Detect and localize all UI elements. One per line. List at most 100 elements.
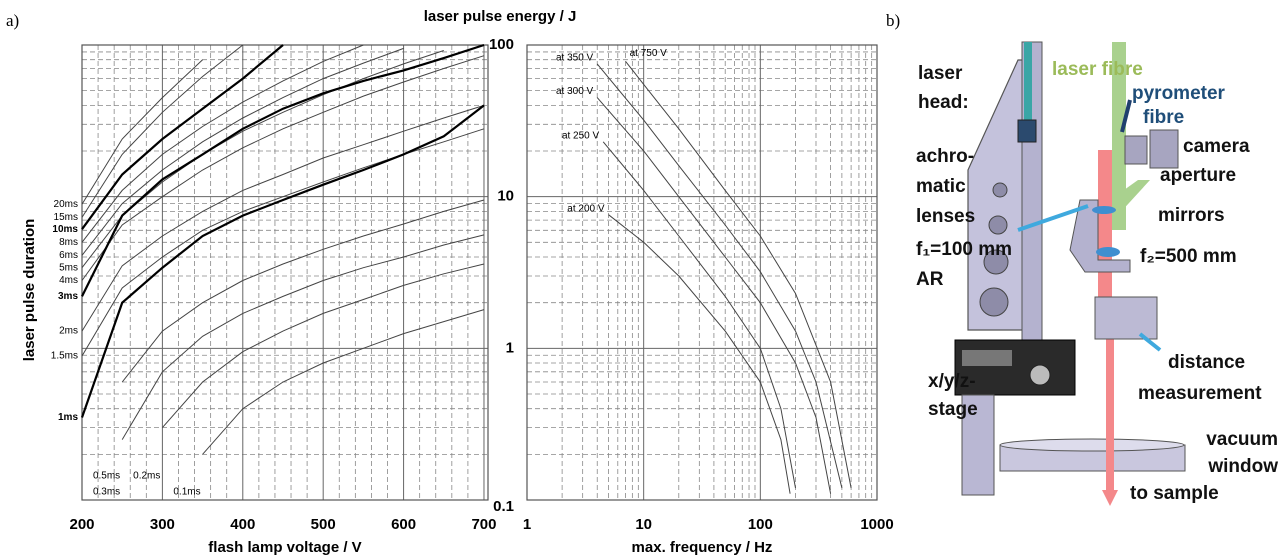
series-line — [162, 263, 485, 428]
series-label: 6ms — [59, 250, 78, 261]
series-label: 1.5ms — [51, 351, 78, 362]
series-line — [121, 234, 485, 440]
fibre — [1024, 42, 1032, 137]
series-label: at 300 V — [556, 86, 594, 97]
label: pyrometer — [1132, 83, 1226, 104]
y-tick-label: 10 — [497, 188, 514, 205]
label: aperture — [1160, 165, 1236, 186]
x-tick-label: 700 — [471, 516, 496, 533]
distance-sensor — [1094, 296, 1158, 340]
series-label: 4ms — [59, 275, 78, 286]
series-line — [625, 61, 852, 489]
series-label: 20ms — [54, 199, 78, 210]
series-label: at 250 V — [562, 130, 600, 141]
arrow — [1138, 332, 1162, 352]
label: mirrors — [1158, 205, 1225, 226]
hole — [992, 182, 1008, 198]
label: camera — [1183, 136, 1250, 157]
label: f₁=100 mm — [916, 239, 1012, 260]
series-line — [202, 309, 485, 455]
series-label: 0.5ms — [93, 471, 120, 482]
x-axis-label: flash lamp voltage / V — [208, 539, 361, 556]
series-line — [81, 44, 244, 218]
series-label: 2ms — [59, 326, 78, 337]
y-tick-label: 100 — [489, 36, 514, 53]
series-line — [596, 63, 843, 489]
arrow — [1120, 99, 1132, 133]
x-tick-label: 500 — [311, 516, 336, 533]
label: window — [1207, 456, 1278, 477]
green-path — [1112, 42, 1126, 230]
series-label: 1ms — [58, 412, 78, 423]
label: x/y/z- — [928, 371, 976, 392]
x-tick-label: 200 — [69, 516, 94, 533]
series-line — [81, 44, 284, 230]
label: AR — [916, 269, 944, 290]
label: measurement — [1138, 383, 1262, 404]
series-line — [81, 104, 485, 332]
laser-beam — [1106, 300, 1114, 492]
stage — [954, 339, 1076, 396]
series-label: 10ms — [52, 224, 78, 235]
series-line — [80, 104, 485, 418]
lens — [1096, 247, 1120, 257]
series-label: 0.3ms — [93, 487, 120, 498]
series-line — [608, 214, 791, 494]
hole — [979, 287, 1009, 317]
label: distance — [1168, 352, 1245, 373]
y-tick-label: 1 — [506, 339, 514, 356]
series-line — [121, 199, 485, 383]
stage-part — [962, 350, 1012, 366]
series-line — [81, 44, 364, 243]
series-label: at 350 V — [556, 53, 594, 64]
label: vacuum — [1206, 429, 1278, 450]
series-label: 15ms — [54, 212, 78, 223]
legend-title: laser pulse duration — [21, 219, 38, 362]
label: head: — [918, 92, 969, 113]
green-path — [1110, 180, 1150, 215]
plot-frame — [526, 44, 878, 501]
series-line — [81, 55, 485, 281]
aperture-box — [1124, 135, 1148, 165]
y-tick-label: 0.1 — [493, 498, 514, 515]
label: lenses — [916, 206, 975, 227]
label: achro- — [916, 146, 974, 167]
lens — [1092, 206, 1116, 214]
series-line — [596, 97, 832, 494]
series-label: 8ms — [59, 237, 78, 248]
x-tick-label: 1 — [523, 516, 531, 533]
series-line — [81, 59, 203, 205]
label: f₂=500 mm — [1140, 246, 1237, 267]
x-tick-label: 400 — [230, 516, 255, 533]
x-axis-label: max. frequency / Hz — [632, 539, 773, 556]
x-tick-label: 600 — [391, 516, 416, 533]
label: laser fibre — [1052, 59, 1143, 80]
series-label: 3ms — [58, 291, 78, 302]
stage-knob — [1029, 364, 1051, 386]
series-line — [81, 43, 485, 297]
label: matic — [916, 176, 966, 197]
label: stage — [928, 399, 978, 420]
beam-arrow — [1102, 490, 1118, 506]
arrow — [1017, 204, 1089, 232]
series-label: 0.2ms — [133, 471, 160, 482]
series-line — [81, 128, 485, 357]
laser-beam — [1098, 150, 1112, 300]
hole — [983, 249, 1009, 275]
series-label: at 200 V — [567, 203, 605, 214]
label: laser — [918, 63, 963, 84]
base-plate-top — [999, 438, 1185, 452]
camera-box — [1149, 129, 1179, 169]
series-label: 0.1ms — [173, 487, 200, 498]
panel-label: a) — [6, 11, 19, 30]
x-tick-label: 10 — [635, 516, 652, 533]
x-tick-label: 300 — [150, 516, 175, 533]
label: fibre — [1143, 107, 1184, 128]
support — [961, 394, 995, 496]
panel-label: b) — [886, 11, 900, 30]
plot-frame — [81, 44, 489, 501]
series-label: at 750 V — [630, 48, 668, 59]
series-line — [602, 141, 796, 489]
y-axis-label: laser pulse energy / J — [424, 8, 577, 25]
